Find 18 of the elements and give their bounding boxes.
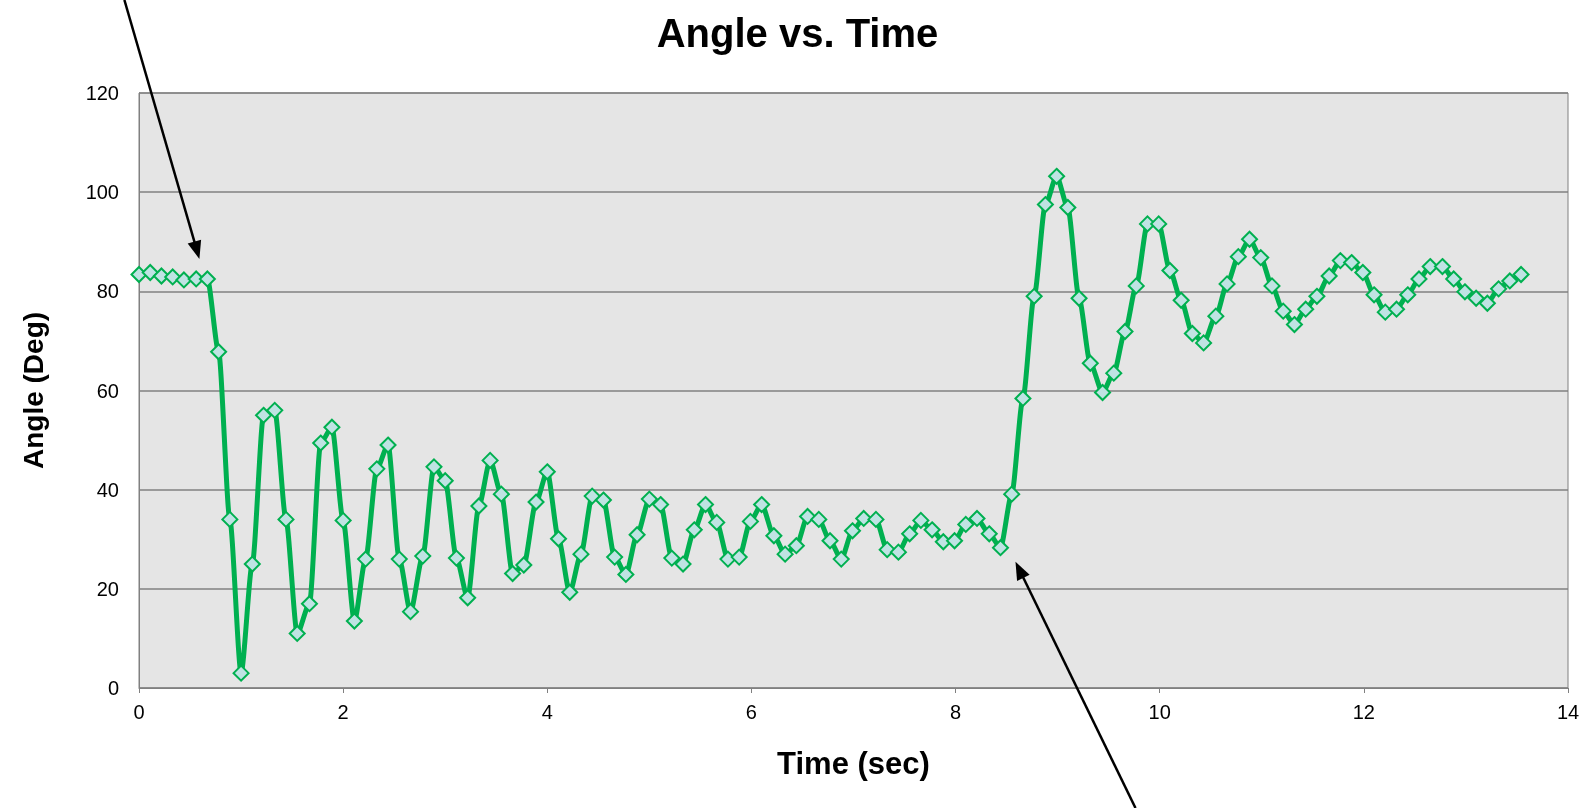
x-tick-label: 6 [745,701,757,723]
y-tick-label: 40 [96,478,119,501]
y-tick-label: 120 [85,82,119,104]
y-tick-label: 0 [107,677,119,699]
x-axis-title: Time (sec) [777,746,930,781]
x-tick-label: 10 [1148,701,1171,723]
y-tick-label: 100 [85,181,119,204]
x-tick-label: 8 [950,701,962,723]
x-tick-label: 12 [1352,701,1375,723]
chart-title: Angle vs. Time [656,11,939,55]
y-tick-label: 20 [96,577,119,600]
x-tick-label: 4 [541,701,553,723]
x-tick-label: 2 [337,701,349,723]
y-axis-title: Angle (Deg) [17,311,49,470]
y-tick-label: 60 [96,379,119,402]
x-tick-label: 0 [133,701,145,723]
y-tick-label: 80 [96,280,119,303]
x-tick-label: 14 [1556,701,1580,723]
